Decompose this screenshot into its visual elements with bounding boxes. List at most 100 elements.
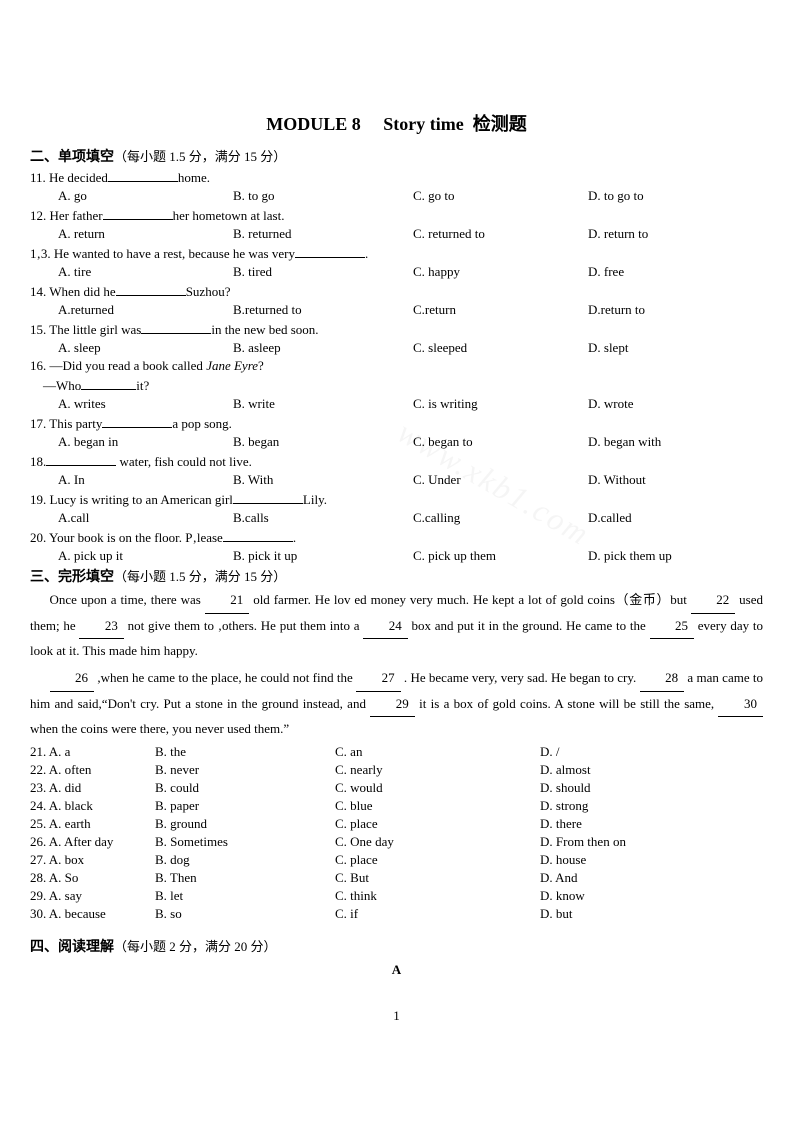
cloze-option-row: 29. A. sayB. letC. thinkD. know	[30, 888, 763, 904]
cloze-a: 27. A. box	[30, 852, 155, 868]
p2b: . He became very, very sad. He began to …	[404, 670, 636, 685]
option-b: B.returned to	[233, 302, 413, 318]
cloze-c: C. But	[335, 870, 540, 886]
question-stem: 18. water, fish could not live.	[30, 452, 763, 470]
p1e: box and put it in the ground. He came to…	[412, 618, 646, 633]
option-c: C. began to	[413, 434, 588, 450]
option-b: B. asleep	[233, 340, 413, 356]
cloze-c: C. blue	[335, 798, 540, 814]
cloze-options-list: 21. A. aB. theC. anD. / 22. A. oftenB. ne…	[30, 744, 763, 922]
option-a: A. In	[30, 472, 233, 488]
cloze-d: D. know	[540, 888, 585, 904]
cloze-a: 23. A. did	[30, 780, 155, 796]
section3-head: 三、完形填空（每小题 1.5 分，满分 15 分）	[30, 566, 763, 586]
option-a: A. sleep	[30, 340, 233, 356]
question-options: A. returnB. returnedC. returned toD. ret…	[30, 226, 763, 242]
question-stem: 20. Your book is on the floor. P‚lease.	[30, 528, 763, 546]
section2-sub: （每小题 1.5 分，满分 15 分）	[114, 149, 286, 164]
blank-29: 29	[370, 692, 415, 718]
cloze-b: B. could	[155, 780, 335, 796]
question-options: A. pick up itB. pick it upC. pick up the…	[30, 548, 763, 564]
cloze-option-row: 22. A. oftenB. neverC. nearlyD. almost	[30, 762, 763, 778]
question-stem: 16. —Did you read a book called Jane Eyr…	[30, 358, 763, 374]
cloze-b: B. let	[155, 888, 335, 904]
blank-26: 26	[50, 666, 95, 692]
cloze-option-row: 21. A. aB. theC. anD. /	[30, 744, 763, 760]
cloze-option-row: 27. A. boxB. dogC. placeD. house	[30, 852, 763, 868]
cloze-d: D. should	[540, 780, 591, 796]
option-c: C. go to	[413, 188, 588, 204]
option-d: D. began with	[588, 434, 661, 450]
option-d: D. wrote	[588, 396, 634, 412]
cloze-a: 26. A. After day	[30, 834, 155, 850]
question-options: A. tireB. tiredC. happyD. free	[30, 264, 763, 280]
cloze-option-row: 23. A. didB. couldC. wouldD. should	[30, 780, 763, 796]
blank-30: 30	[718, 692, 763, 718]
page-number: 1	[30, 1008, 763, 1024]
cloze-b: B. never	[155, 762, 335, 778]
question-stem: 12. Her fatherher hometown at last.	[30, 206, 763, 224]
question-options: A. began inB. beganC. began toD. began w…	[30, 434, 763, 450]
cloze-b: B. ground	[155, 816, 335, 832]
option-c: C. returned to	[413, 226, 588, 242]
option-c: C. sleeped	[413, 340, 588, 356]
question-options: A.returnedB.returned toC.returnD.return …	[30, 302, 763, 318]
cloze-a: 29. A. say	[30, 888, 155, 904]
option-a: A.returned	[30, 302, 233, 318]
cloze-c: C. place	[335, 852, 540, 868]
p1b: old farmer. He lov ed money very much. H…	[253, 592, 687, 607]
p1d: not give them to ‚others. He put them in…	[128, 618, 360, 633]
option-c: C. is writing	[413, 396, 588, 412]
cloze-a: 25. A. earth	[30, 816, 155, 832]
option-c: C. pick up them	[413, 548, 588, 564]
question-stem: 11. He decidedhome.	[30, 168, 763, 186]
cloze-d: D. From then on	[540, 834, 626, 850]
page-container: MODULE 8 Story time 检测题 二、单项填空（每小题 1.5 分…	[0, 0, 793, 1064]
cloze-b: B. Sometimes	[155, 834, 335, 850]
option-a: A. go	[30, 188, 233, 204]
question-options: A. writesB. writeC. is writingD. wrote	[30, 396, 763, 412]
cloze-c: C. nearly	[335, 762, 540, 778]
option-d: D. slept	[588, 340, 628, 356]
option-d: D. return to	[588, 226, 648, 242]
question-options: A. goB. to goC. go toD. to go to	[30, 188, 763, 204]
cloze-d: D. And	[540, 870, 578, 886]
blank-22: 22	[691, 588, 736, 614]
option-a: A. writes	[30, 396, 233, 412]
cloze-b: B. the	[155, 744, 335, 760]
cloze-b: B. Then	[155, 870, 335, 886]
question-stem: 19. Lucy is writing to an American girlL…	[30, 490, 763, 508]
option-a: A. pick up it	[30, 548, 233, 564]
cloze-c: C. an	[335, 744, 540, 760]
blank-24: 24	[363, 614, 408, 640]
option-b: B. pick it up	[233, 548, 413, 564]
option-d: D.return to	[588, 302, 645, 318]
section4-title: 四、阅读理解	[30, 940, 114, 955]
option-b: B. to go	[233, 188, 413, 204]
cloze-a: 22. A. often	[30, 762, 155, 778]
option-d: D. pick them up	[588, 548, 672, 564]
cloze-c: C. if	[335, 906, 540, 922]
section2-title: 二、单项填空	[30, 150, 114, 165]
cloze-a: 21. A. a	[30, 744, 155, 760]
question-stem: 17. This partya pop song.	[30, 414, 763, 432]
section3-title: 三、完形填空	[30, 570, 114, 585]
option-b: B.calls	[233, 510, 413, 526]
cloze-c: C. One day	[335, 834, 540, 850]
cloze-passage-p2: 26 ,when he came to the place, he could …	[30, 666, 763, 742]
cloze-b: B. so	[155, 906, 335, 922]
cloze-option-row: 25. A. earthB. groundC. placeD. there	[30, 816, 763, 832]
blank-23: 23	[79, 614, 124, 640]
option-b: B. With	[233, 472, 413, 488]
section3-sub: （每小题 1.5 分，满分 15 分）	[114, 569, 286, 584]
blank-25: 25	[650, 614, 695, 640]
question-stem: 14. When did heSuzhou?	[30, 282, 763, 300]
cloze-d: D. strong	[540, 798, 588, 814]
question-stem: 1‚3. He wanted to have a rest, because h…	[30, 244, 763, 262]
cloze-option-row: 26. A. After dayB. SometimesC. One dayD.…	[30, 834, 763, 850]
blank-28: 28	[640, 666, 685, 692]
option-c: C. happy	[413, 264, 588, 280]
p2d: it is a box of gold coins. A stone will …	[419, 696, 714, 711]
option-a: A.call	[30, 510, 233, 526]
reading-section-a: A	[30, 962, 763, 978]
